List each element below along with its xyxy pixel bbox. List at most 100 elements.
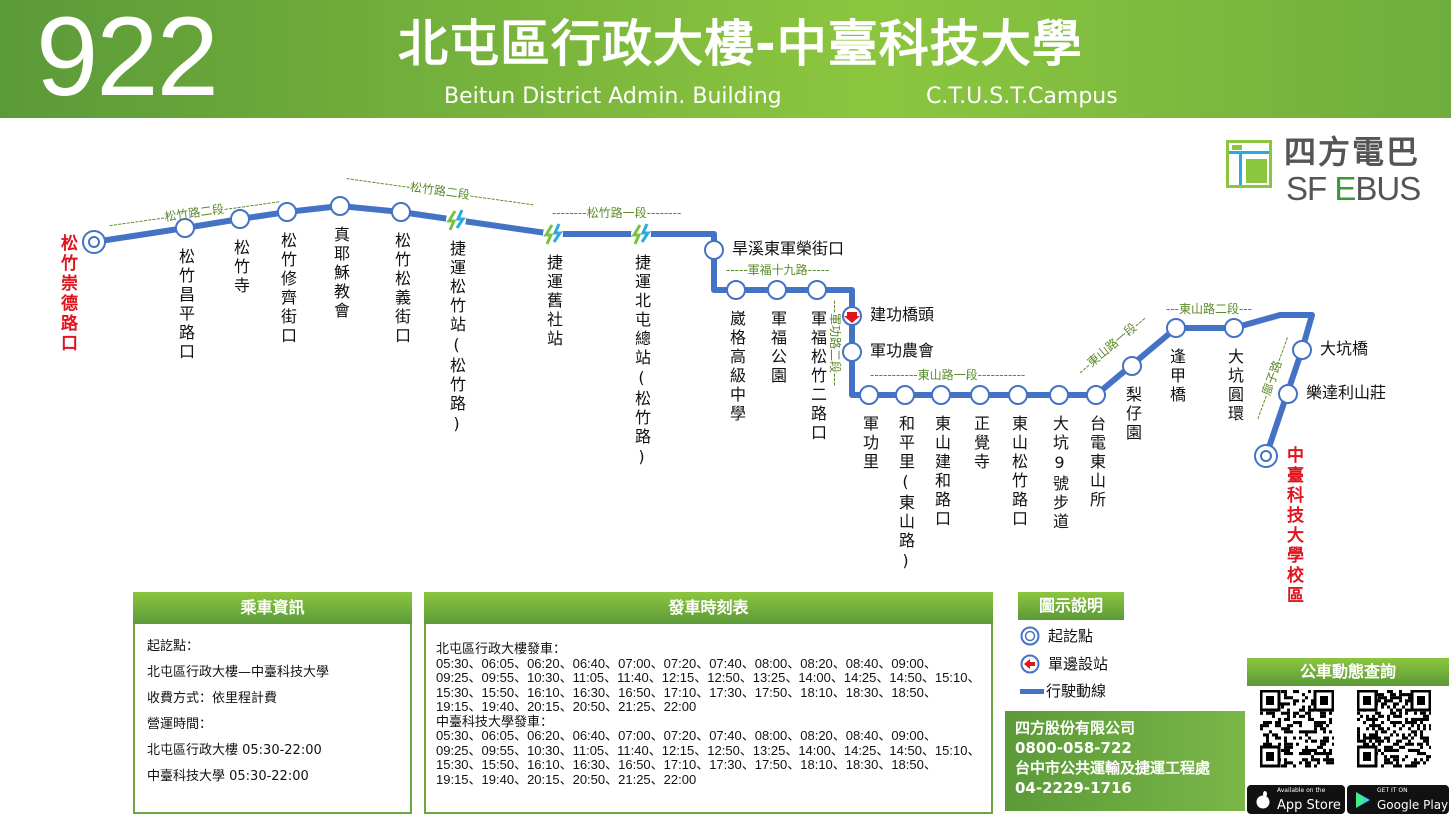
station-stop [230,209,250,229]
qr-code-ios[interactable] [1259,689,1335,768]
ride-info-line: 起訖點： [147,639,200,654]
station-stop [391,202,411,222]
ride-info-line: 收費方式：依里程計費 [147,691,278,706]
legend-route-line: 行駛動線 [1020,681,1106,701]
logo-en: SF EBUS [1286,170,1421,207]
station-label: 梨仔園 [1123,386,1142,443]
station-stop [726,280,746,300]
station-stop [330,196,350,216]
station-stop [1049,385,1069,405]
station-stop [895,385,915,405]
station-label: 崴格高級中學 [727,310,746,424]
station-label: 松竹修齊街口 [278,232,297,346]
route-line-icon [1020,688,1044,694]
station-label: 東山松竹路口 [1009,415,1028,529]
authority-phone: 04-2229-1716 [1015,779,1132,797]
station-label: 樂達利山莊 [1306,383,1387,402]
google-play-icon [1356,791,1370,808]
operator-phone: 0800-058-722 [1015,739,1132,757]
station-stop [1292,340,1312,360]
station-stop [767,280,787,300]
terminal-stop [82,230,106,254]
route-title: 北屯區行政大樓-中臺科技大學 [398,15,1083,73]
route-number: 922 [36,0,219,119]
qr-pattern [1259,689,1335,768]
road-label: ---軍功路二段--- [828,300,842,386]
station-label: 正覺寺 [971,415,990,472]
station-label: 建功橋頭 [870,305,935,324]
bus-query-heading: 公車動態查詢 [1247,658,1449,686]
station-stop [807,280,827,300]
station-stop [1224,318,1244,338]
ride-info-line: 北屯區行政大樓 05:30-22:00 [147,743,322,758]
station-label: 捷運北屯總站(松竹路) [632,254,651,469]
logo-zh: 四方電巴 [1284,133,1421,171]
station-label: 捷運舊社站 [544,254,563,349]
station-label: 軍福松竹二路口 [808,310,827,443]
qr-pattern [1356,689,1432,768]
road-label: -----軍福十九路----- [726,263,830,277]
legend-terminal: 起訖點 [1020,626,1093,646]
ride-info-line: 北屯區行政大樓—中臺科技大學 [147,665,330,680]
route-map [82,196,1315,468]
station-label: 大坑圓環 [1225,348,1244,424]
station-label: 旱溪東軍榮街口 [732,239,845,258]
google-play-button[interactable]: GET IT ON Google Play [1347,785,1449,814]
one-way-stop-icon [1020,654,1040,674]
station-label: 台電東山所 [1087,415,1106,510]
road-label: -----------東山路一段----------- [870,368,1026,382]
qr-code-android[interactable] [1356,689,1432,768]
station-label: 捷運松竹站(松竹路) [447,240,466,436]
station-label: 松竹松義街口 [392,232,411,346]
origin-english: Beitun District Admin. Building [444,84,782,109]
station-stop [859,385,879,405]
timetable-panel: 發車時刻表 北屯區行政大樓發車： 05:30、06:05、06:20、06:40… [424,592,993,814]
station-stop [277,202,297,222]
station-stop [1086,385,1106,405]
ride-info-heading: 乘車資訊 [133,592,412,624]
legend-heading: 圖示說明 [1018,592,1124,620]
start-terminal-label: 松竹崇德路口 [57,234,77,354]
station-stop [175,218,195,238]
authority-name: 台中市公共運輸及捷運工程處 [1015,759,1211,777]
station-stop [970,385,990,405]
end-terminal-label: 中臺科技大學校區 [1283,446,1303,606]
header: 922 北屯區行政大樓-中臺科技大學 Beitun District Admin… [0,0,1451,119]
station-label: 東山建和路口 [932,415,951,529]
one-way-arrow-icon [844,312,860,323]
station-label: 真耶穌教會 [331,226,350,321]
terminal-icon [1020,626,1040,646]
station-stop [1008,385,1028,405]
station-stop [1122,356,1142,376]
station-label: 松竹昌平路口 [176,248,195,362]
terminal-inner [1260,450,1272,462]
station-label: 大坑橋 [1320,339,1369,358]
app-store-button[interactable]: Available on the App Store [1247,785,1345,814]
station-stop [1166,318,1186,338]
sf-ebus-logo: 四方電巴 SF EBUS [1224,133,1424,208]
company-info: 四方股份有限公司 0800-058-722 台中市公共運輸及捷運工程處 04-2… [1005,711,1245,811]
ride-info-panel: 乘車資訊 起訖點： 北屯區行政大樓—中臺科技大學 收費方式：依里程計費 營運時間： 北屯… [133,592,412,814]
legend-one-way: 單邊設站 [1020,654,1108,674]
terminal-inner [88,236,100,248]
ride-info-line: 營運時間： [147,717,213,732]
timetable-heading: 發車時刻表 [424,592,993,624]
station-stop [704,240,724,260]
direction-label: 中臺科技大學發車： [436,713,554,729]
mrt-icon [631,223,651,245]
station-label: 松竹寺 [231,239,250,296]
apple-icon [1256,790,1270,808]
logo-mark-icon [1226,140,1272,188]
operator-name: 四方股份有限公司 [1015,719,1136,737]
road-label: ---東山路二段--- [1166,302,1252,316]
station-label: 逢甲橋 [1167,348,1186,405]
station-label: 軍功農會 [870,341,935,360]
ride-info-line: 中臺科技大學 05:30-22:00 [147,769,309,784]
station-label: 軍福公園 [768,310,787,386]
road-label: --------松竹路一段-------- [552,206,682,220]
station-stop [842,342,862,362]
mrt-icon [543,223,563,245]
station-label: 軍功里 [860,415,879,472]
station-label: 大坑9號步道 [1050,415,1069,532]
direction-times: 05:30、06:05、06:20、06:40、07:00、07:20、07:4… [436,655,981,714]
